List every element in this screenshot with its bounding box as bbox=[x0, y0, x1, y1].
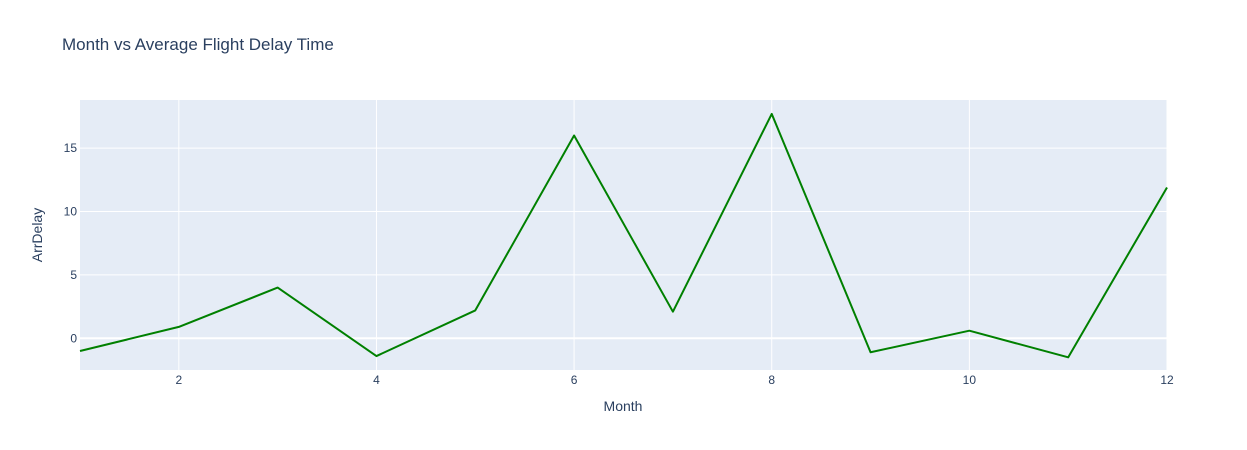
y-tick-label: 5 bbox=[70, 268, 77, 282]
plot-background bbox=[80, 100, 1167, 370]
x-tick-label: 10 bbox=[963, 373, 977, 387]
x-tick-label: 4 bbox=[373, 373, 380, 387]
chart-title: Month vs Average Flight Delay Time bbox=[62, 35, 334, 54]
y-tick-label: 0 bbox=[70, 331, 77, 345]
grid-lines bbox=[80, 100, 1168, 370]
y-tick-label: 15 bbox=[64, 141, 78, 155]
x-tick-label: 6 bbox=[571, 373, 578, 387]
y-tick-label: 10 bbox=[64, 205, 78, 219]
x-tick-label: 2 bbox=[175, 373, 182, 387]
x-tick-label: 12 bbox=[1160, 373, 1174, 387]
y-axis-title: ArrDelay bbox=[29, 208, 45, 262]
x-axis-title: Month bbox=[604, 398, 643, 414]
x-tick-label: 8 bbox=[768, 373, 775, 387]
tick-labels: 2 4 6 8 10 12 0 5 10 15 bbox=[64, 141, 1174, 387]
series-line bbox=[79, 112, 1168, 359]
series-layer bbox=[79, 112, 1168, 359]
